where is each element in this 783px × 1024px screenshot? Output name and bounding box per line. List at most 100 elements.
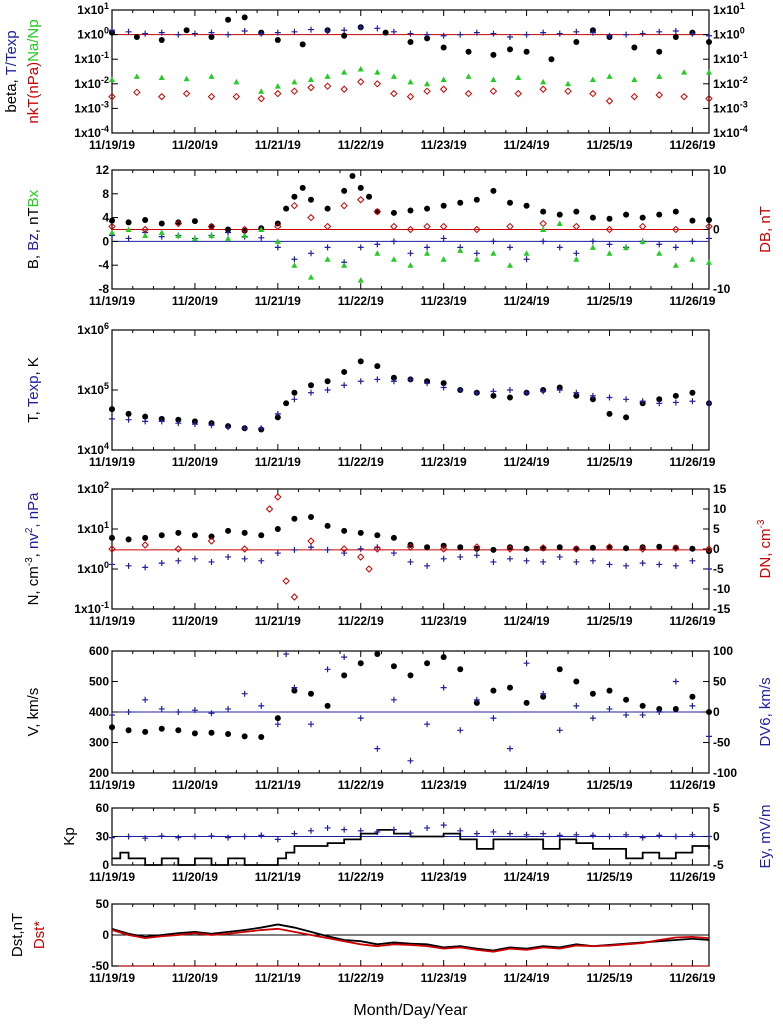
right-axis-label: DB, nT [757, 206, 774, 253]
y-tick-label: 0 [102, 928, 109, 942]
x-tick-label: 11/22/19 [338, 294, 384, 308]
data-point [573, 702, 580, 709]
x-tick-label: 11/24/19 [504, 138, 550, 152]
data-point [605, 225, 614, 234]
data-point [424, 250, 431, 256]
data-point [564, 87, 572, 95]
data-point [623, 211, 630, 218]
series-v [109, 651, 712, 741]
data-point [191, 532, 198, 539]
data-point [605, 97, 614, 105]
y-tick-label: 0 [102, 234, 109, 248]
data-point [183, 27, 190, 34]
data-point [606, 833, 613, 840]
data-point [507, 745, 513, 752]
data-point [207, 92, 216, 101]
data-point [407, 39, 414, 46]
data-point [623, 562, 630, 569]
x-tick-label: 11/26/19 [669, 294, 715, 308]
data-point [630, 92, 639, 101]
data-point [274, 410, 281, 417]
data-point [274, 526, 281, 532]
y-right-tick-label: -10 [713, 282, 731, 296]
y-right-tick-label: -5 [713, 858, 724, 872]
y-right-tick-label: 1x100 [713, 26, 745, 42]
series-beta [109, 14, 712, 63]
data-point [639, 544, 646, 551]
x-tick-label: 11/24/19 [504, 614, 550, 628]
data-point [540, 78, 547, 85]
data-point [308, 26, 314, 33]
series-dst_star [111, 927, 710, 953]
data-point [324, 256, 331, 262]
data-point [689, 217, 696, 224]
data-point [158, 229, 165, 235]
data-point [390, 550, 397, 557]
data-point [689, 256, 696, 262]
data-point [424, 824, 431, 831]
data-point [290, 201, 299, 210]
series-line [111, 923, 710, 952]
data-point [175, 834, 182, 841]
data-point [439, 222, 448, 231]
data-point [390, 28, 397, 35]
data-point [357, 715, 364, 722]
data-point [523, 831, 530, 838]
data-point [473, 552, 480, 559]
data-point [490, 51, 497, 58]
data-point [341, 32, 348, 39]
data-point [490, 546, 497, 553]
data-point [207, 537, 216, 545]
panel-magnetic-field: 11/19/19 11/20/19 11/21/19 11/22/19 11/23/19… [25, 163, 774, 308]
data-point [672, 208, 679, 215]
data-point [299, 41, 306, 48]
data-point [523, 202, 530, 209]
data-point [539, 85, 547, 93]
y-right-tick-label: 1x10-4 [713, 124, 748, 140]
data-point [274, 244, 281, 251]
data-point [540, 693, 547, 700]
data-point [340, 201, 348, 210]
data-point [390, 826, 397, 833]
data-point [158, 532, 165, 539]
data-point [390, 73, 397, 79]
data-point [424, 562, 431, 569]
data-point [507, 244, 513, 251]
plot-frame [111, 329, 710, 451]
data-point [556, 832, 563, 839]
plot-frame [111, 9, 710, 134]
data-point [341, 368, 348, 375]
data-point [109, 834, 115, 841]
data-point [689, 30, 696, 37]
x-tick-label: 11/26/19 [669, 870, 715, 884]
data-point [299, 184, 306, 191]
data-point [308, 274, 314, 280]
data-point [656, 241, 663, 248]
y-tick-label: -8 [98, 282, 109, 296]
data-point [407, 830, 414, 837]
data-point [125, 562, 132, 569]
data-point [291, 687, 298, 694]
data-point [407, 78, 414, 85]
y-right-tick-label: 1x10-3 [713, 99, 748, 115]
data-point [639, 560, 646, 567]
data-point [208, 710, 215, 717]
y-tick-label: 1x10-1 [74, 600, 109, 616]
data-point [589, 244, 596, 250]
series-dst [111, 923, 710, 952]
data-point [507, 684, 513, 691]
data-point [556, 244, 563, 251]
data-point [706, 69, 712, 75]
left-axis-label-line2: nkT(nPa)Na/Np [25, 19, 42, 123]
data-point [689, 398, 696, 405]
y-tick-label: 200 [89, 766, 109, 780]
data-point [706, 39, 712, 46]
data-point [672, 562, 679, 569]
data-point [357, 244, 364, 251]
panel-kp-ey: 11/19/19 11/20/19 11/21/19 11/22/19 11/23/19… [61, 801, 774, 884]
data-point [233, 78, 240, 85]
x-tick-label: 11/26/19 [669, 138, 715, 152]
data-point [390, 89, 398, 98]
y-tick-label: 1x101 [77, 1, 109, 17]
data-point [424, 660, 431, 667]
